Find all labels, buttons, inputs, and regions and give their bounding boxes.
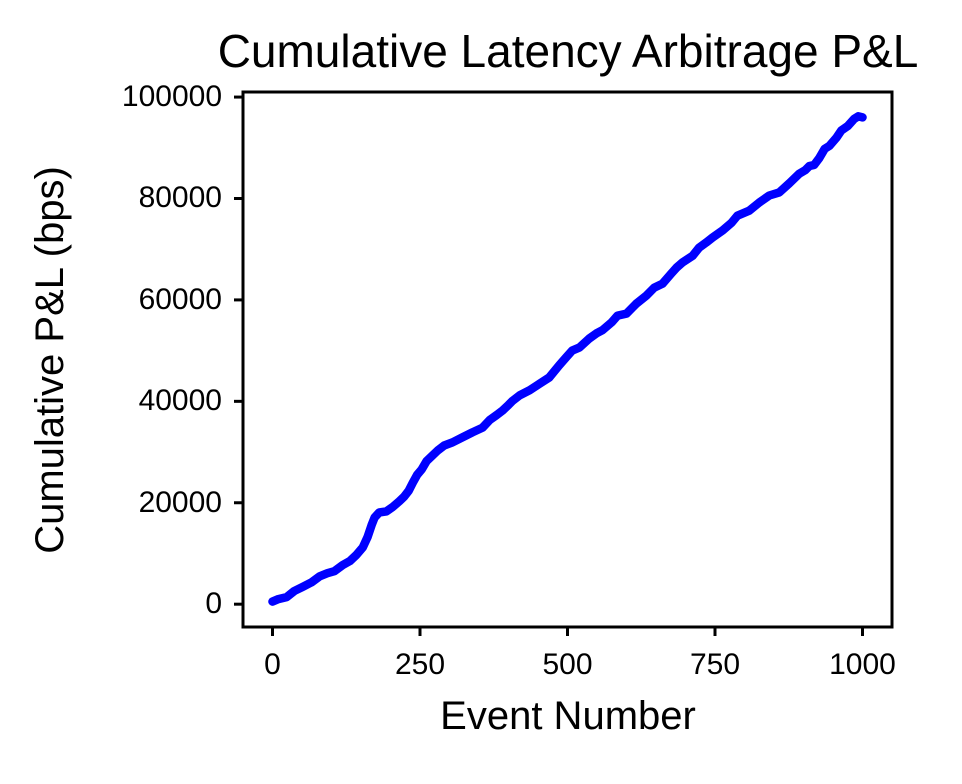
pnl-line-series — [268, 112, 867, 606]
chart-title: Cumulative Latency Arbitrage P&L — [217, 25, 919, 77]
x-tick-label: 0 — [264, 648, 281, 681]
y-tick-label: 60000 — [138, 282, 222, 316]
y-tick-label: 80000 — [138, 181, 222, 215]
x-axis-label: Event Number — [440, 694, 696, 738]
y-tick-label: 40000 — [138, 384, 222, 418]
x-tick-label: 250 — [394, 648, 446, 681]
y-tick-label: 0 — [205, 587, 222, 621]
x-tick-label: 500 — [542, 648, 593, 681]
y-axis-label: Cumulative P&L (bps) — [28, 166, 72, 554]
x-tick-label: 1000 — [829, 648, 896, 681]
y-tick-label: 100000 — [121, 80, 222, 114]
y-tick-label: 20000 — [138, 485, 222, 519]
x-tick-label: 750 — [689, 648, 741, 681]
plot-border — [241, 90, 894, 629]
